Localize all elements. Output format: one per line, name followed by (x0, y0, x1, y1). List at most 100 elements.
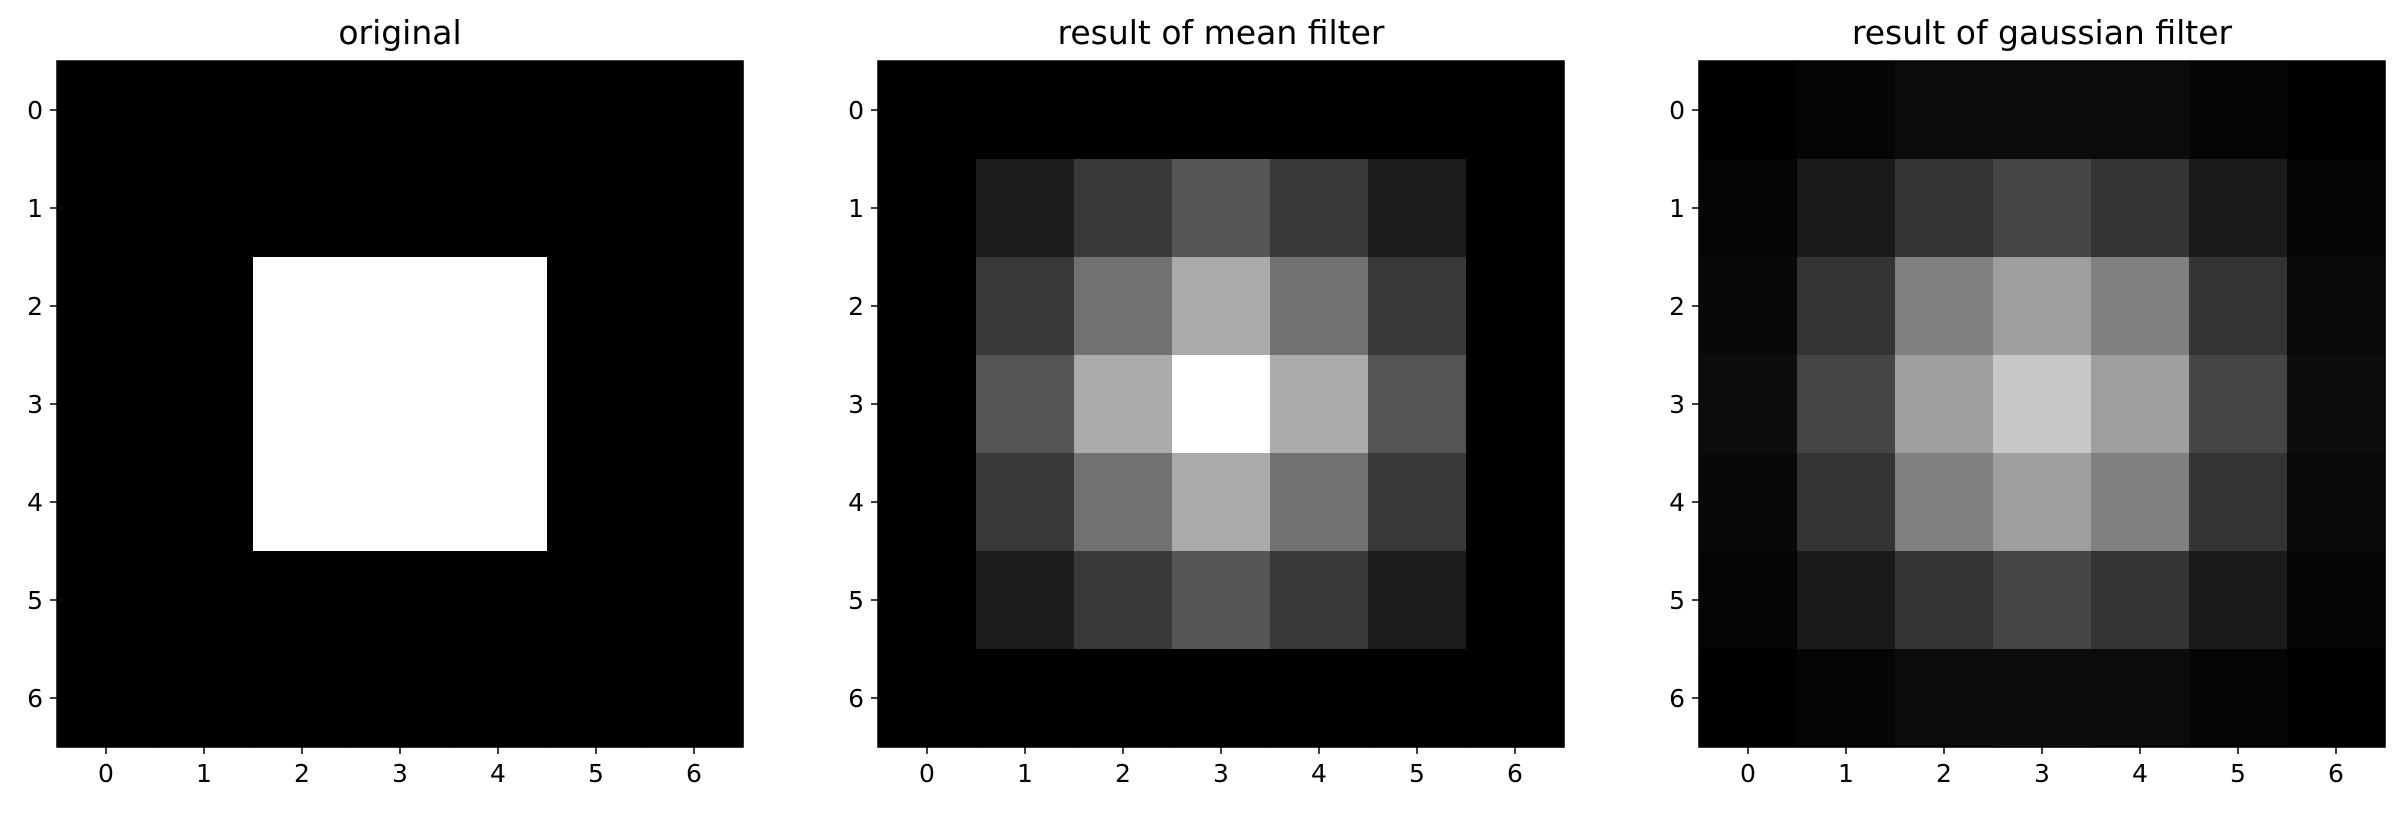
heatmap-cell (155, 257, 254, 356)
heatmap-cell (976, 453, 1075, 552)
x-tick-label: 4 (490, 759, 506, 788)
heatmap-cell (1993, 61, 2092, 160)
heatmap-cell (155, 453, 254, 552)
heatmap-cell (1172, 551, 1271, 650)
heatmap-cell (645, 551, 744, 650)
heatmap-cell (2287, 159, 2386, 258)
heatmap-cell (645, 355, 744, 454)
heatmap-cell (2091, 257, 2190, 356)
heatmap-cell (253, 159, 352, 258)
heatmap-cell (1368, 453, 1467, 552)
heatmap-cell (2189, 453, 2288, 552)
heatmap-cell (2287, 551, 2386, 650)
heatmap-cell (1699, 551, 1798, 650)
heatmap-cell (878, 649, 977, 748)
x-tick-label: 1 (1017, 759, 1033, 788)
heatmap-cell (449, 159, 548, 258)
heatmap-cell (57, 355, 156, 454)
heatmap-cell (878, 355, 977, 454)
heatmap-cell (155, 355, 254, 454)
heatmap-cell (2091, 61, 2190, 160)
heatmap-cell (449, 355, 548, 454)
heatmap-cell (2091, 649, 2190, 748)
heatmap-cell (351, 551, 450, 650)
heatmap-cell (449, 649, 548, 748)
panel-title: result of gaussian filter (1852, 13, 2233, 52)
heatmap-cell (155, 551, 254, 650)
heatmap-cell (1699, 257, 1798, 356)
heatmap-cell (1797, 257, 1896, 356)
heatmap-cell (1368, 551, 1467, 650)
heatmap-cell (1172, 159, 1271, 258)
heatmap-cell (2287, 355, 2386, 454)
y-tick-label: 3 (1669, 390, 1685, 419)
heatmap-cell (1172, 355, 1271, 454)
heatmap-cell (2091, 355, 2190, 454)
x-tick-label: 3 (2034, 759, 2050, 788)
heatmap-cell (1993, 159, 2092, 258)
heatmap-cell (1270, 355, 1369, 454)
heatmap-cell (2189, 551, 2288, 650)
heatmap-cell (57, 159, 156, 258)
heatmap-cell (253, 453, 352, 552)
heatmap-cell (547, 61, 646, 160)
heatmap-cell (1466, 453, 1565, 552)
heatmap-cell (976, 257, 1075, 356)
y-tick-label: 0 (1669, 96, 1685, 125)
x-tick-label: 0 (919, 759, 935, 788)
heatmap-cell (1270, 649, 1369, 748)
heatmap-cell (1895, 257, 1994, 356)
heatmap-cell (1368, 355, 1467, 454)
heatmap-cell (1895, 61, 1994, 160)
heatmap-cell (1797, 649, 1896, 748)
heatmap-cell (57, 61, 156, 160)
heatmap-cell (1895, 551, 1994, 650)
heatmap-cell (351, 257, 450, 356)
heatmap-cell (1074, 551, 1173, 650)
y-tick-label: 2 (27, 292, 43, 321)
heatmap-cell (1466, 257, 1565, 356)
heatmap-cell (1797, 355, 1896, 454)
panel-title: original (338, 13, 461, 52)
heatmap-cell (449, 551, 548, 650)
y-tick-label: 2 (848, 292, 864, 321)
y-tick-label: 4 (848, 488, 864, 517)
heatmap-cell (547, 551, 646, 650)
y-tick-label: 1 (1669, 194, 1685, 223)
heatmap-cell (155, 159, 254, 258)
heatmap-cell (1466, 61, 1565, 160)
heatmap-cell (253, 551, 352, 650)
x-tick-label: 1 (1838, 759, 1854, 788)
y-tick-label: 6 (27, 684, 43, 713)
heatmap-cell (878, 551, 977, 650)
heatmap-panel: result of mean filter 0 1 2 3 4 5 6 0 1 2 3 4 5 6 (848, 13, 1565, 788)
heatmap-cell (2287, 257, 2386, 356)
x-tick-label: 1 (196, 759, 212, 788)
heatmap-cell (976, 159, 1075, 258)
heatmap-cell (2287, 61, 2386, 160)
heatmap-cell (1797, 453, 1896, 552)
x-tick-label: 3 (392, 759, 408, 788)
heatmap-cell (547, 159, 646, 258)
heatmap-cell (976, 61, 1075, 160)
heatmap-cell (1074, 159, 1173, 258)
heatmap-cell (1699, 453, 1798, 552)
heatmap-cell (351, 355, 450, 454)
y-tick-label: 3 (27, 390, 43, 419)
heatmap-cell (976, 649, 1075, 748)
heatmap-cell (645, 453, 744, 552)
heatmap-cell (878, 61, 977, 160)
heatmap-cell (1895, 453, 1994, 552)
heatmap-cell (1797, 159, 1896, 258)
heatmap-cell (1699, 159, 1798, 258)
heatmap-cell (253, 257, 352, 356)
heatmap-cell (1466, 649, 1565, 748)
heatmap-cell (1993, 551, 2092, 650)
heatmap-cell (351, 61, 450, 160)
heatmap-cell (1993, 453, 2092, 552)
heatmap-cell (1466, 551, 1565, 650)
x-tick-label: 4 (1311, 759, 1327, 788)
heatmap-cell (253, 355, 352, 454)
heatmap-cell (1993, 257, 2092, 356)
heatmap-cell (351, 453, 450, 552)
